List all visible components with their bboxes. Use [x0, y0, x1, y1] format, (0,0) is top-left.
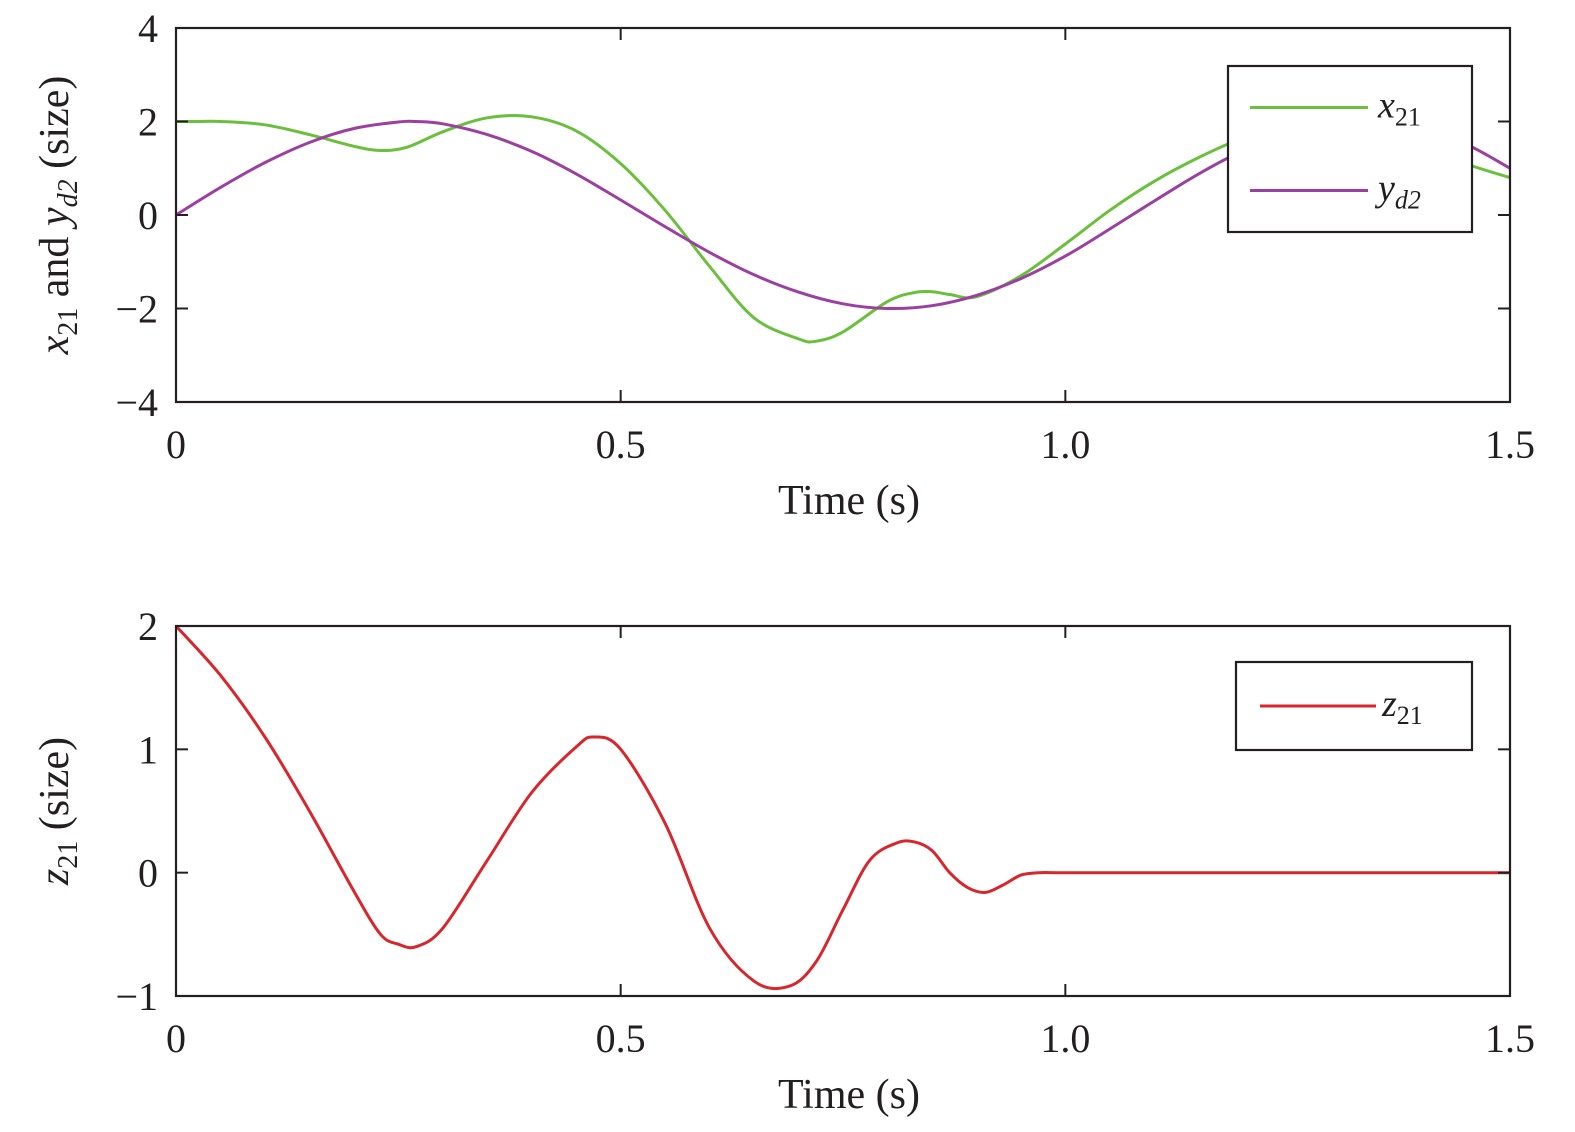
legend-label-yd2: yd2 — [1374, 168, 1421, 215]
x-tick-label: 0.5 — [596, 422, 646, 467]
y-tick-label: 0 — [138, 193, 158, 238]
x-tick-label: 1.5 — [1485, 1016, 1535, 1061]
legend-label-x21: x21 — [1377, 85, 1421, 132]
x-axis-title: Time (s) — [778, 478, 920, 524]
y-tick-label: 0 — [138, 851, 158, 896]
y-tick-label: −1 — [115, 974, 158, 1019]
x-tick-label: 1.5 — [1485, 422, 1535, 467]
chart-panel-1: 0 0.5 1.0 1.5 4 2 0 −2 −4 Time (s) x21 and yd2 (si… — [32, 6, 1535, 524]
x-tick-label: 1.0 — [1040, 1016, 1090, 1061]
x-tick-label: 0 — [166, 1016, 186, 1061]
x-axis-title: Time (s) — [778, 1072, 920, 1118]
y-axis-title: z21 (size) — [32, 737, 84, 886]
x-tick-label: 0 — [166, 422, 186, 467]
y-tick-label: 2 — [138, 100, 158, 145]
legend-label-z21: z21 — [1381, 683, 1423, 730]
y-axis-title: x21 and yd2 (size) — [32, 76, 84, 356]
y-tick-label: −4 — [115, 380, 158, 425]
legend: z21 — [1234, 660, 1474, 752]
y-tick-label: 4 — [138, 6, 158, 51]
y-tick-label: 1 — [138, 727, 158, 772]
legend-box — [1226, 64, 1474, 234]
x-tick-label: 1.0 — [1040, 422, 1090, 467]
x-tick-label: 0.5 — [596, 1016, 646, 1061]
series-line-z21 — [176, 626, 1510, 991]
legend: x21 yd2 — [1226, 64, 1474, 234]
plot-frame — [174, 624, 1512, 998]
y-tick-label: −2 — [115, 287, 158, 332]
y-tick-label: 2 — [138, 604, 158, 649]
